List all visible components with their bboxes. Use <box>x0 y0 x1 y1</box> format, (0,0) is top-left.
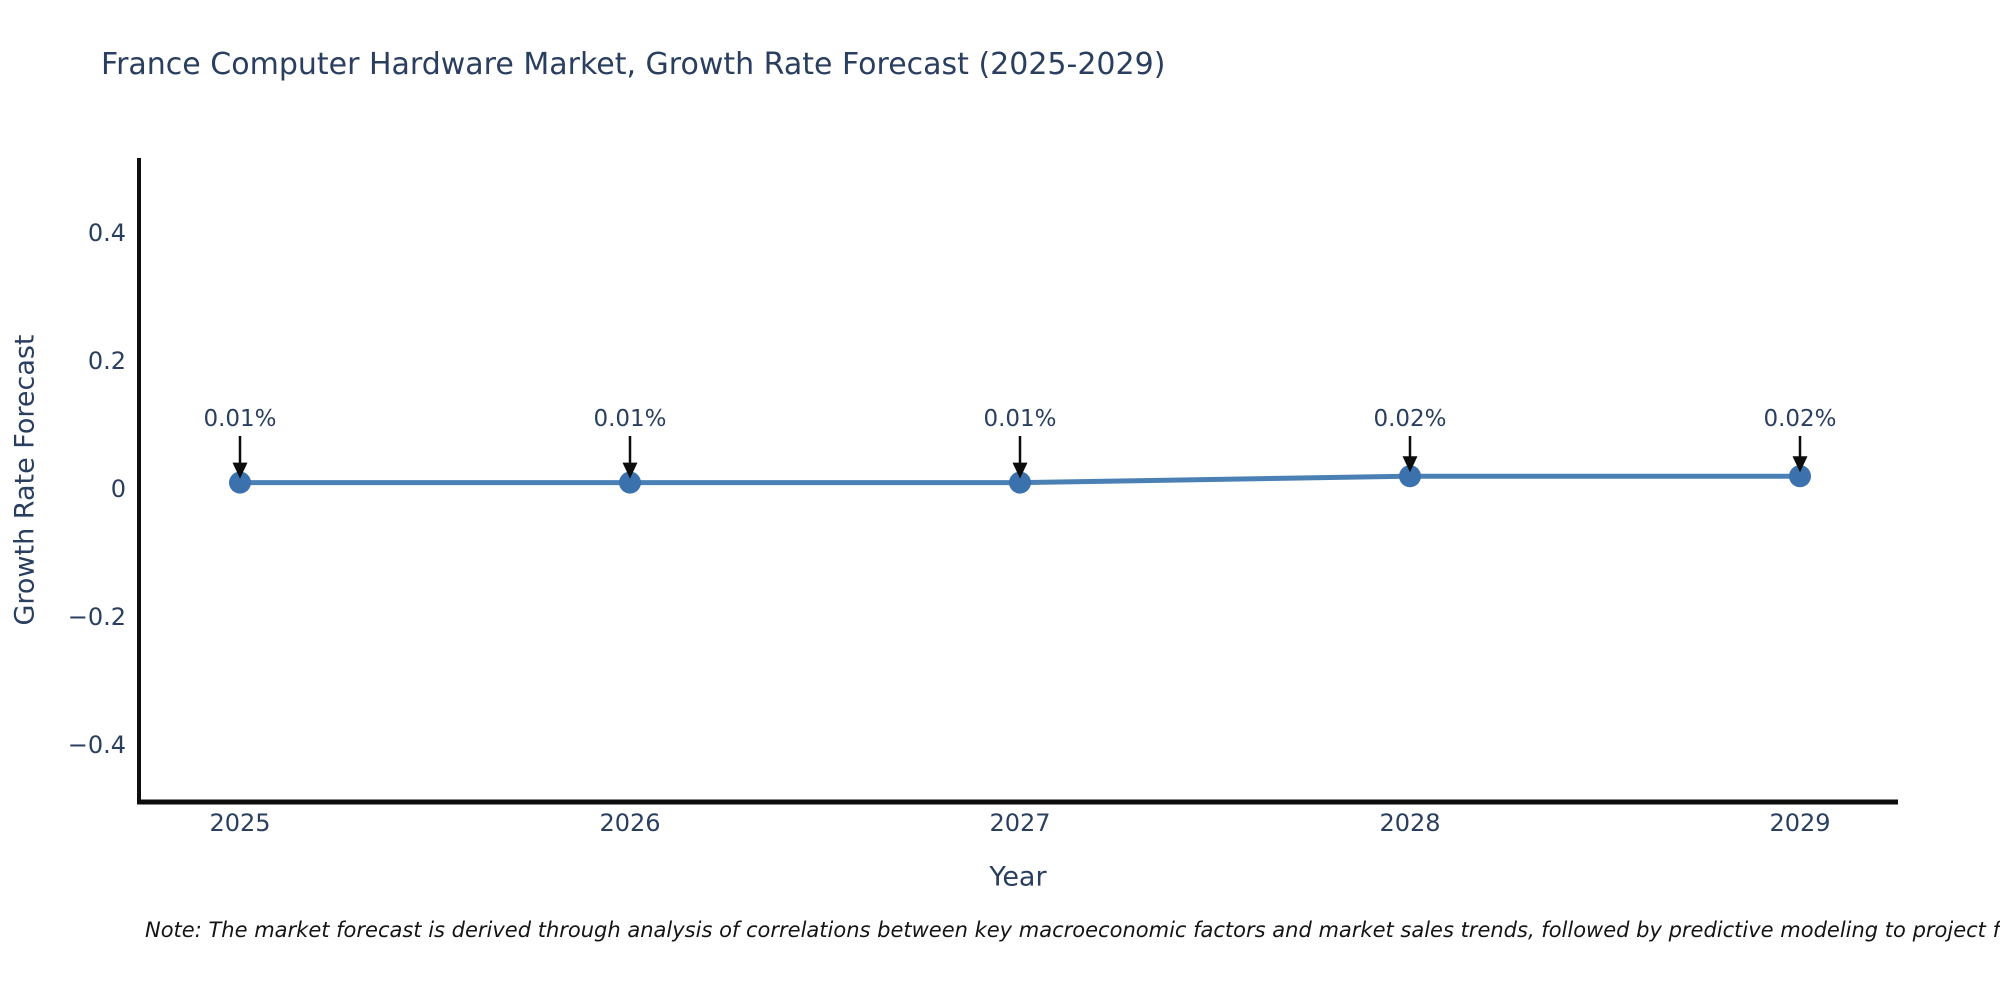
y-tick-label: 0.2 <box>87 347 126 375</box>
data-point-marker <box>229 471 251 494</box>
chart-title: France Computer Hardware Market, Growth … <box>101 47 1166 82</box>
x-axis-title: Year <box>989 861 1047 893</box>
annotation-arrow-head <box>622 462 638 479</box>
annotation-arrow-head <box>1402 456 1418 473</box>
x-tick-label: 2025 <box>209 809 271 837</box>
y-tick-label: 0.4 <box>87 219 126 247</box>
annotation-arrow-head <box>1012 462 1028 479</box>
data-point-label: 0.02% <box>1763 406 1837 432</box>
data-point-label: 0.01% <box>203 406 277 432</box>
data-point-label: 0.02% <box>1373 406 1447 432</box>
y-tick-label: −0.4 <box>67 731 126 759</box>
annotation-arrow-head <box>1792 456 1808 473</box>
y-tick-label: 0 <box>110 475 126 503</box>
x-tick-label: 2028 <box>1379 809 1441 837</box>
annotation-arrow-head <box>232 462 248 479</box>
y-tick-label: −0.2 <box>67 603 126 631</box>
data-point-label: 0.01% <box>593 406 667 432</box>
data-point-marker <box>1009 471 1031 494</box>
x-tick-label: 2029 <box>1769 809 1831 837</box>
data-point-marker <box>1399 465 1421 488</box>
data-point-label: 0.01% <box>983 406 1057 432</box>
x-tick-label: 2026 <box>599 809 661 837</box>
x-tick-label: 2027 <box>989 809 1051 837</box>
data-point-marker <box>1789 465 1811 488</box>
footnote: Note: The market forecast is derived thr… <box>145 918 2000 942</box>
data-point-marker <box>619 471 641 494</box>
